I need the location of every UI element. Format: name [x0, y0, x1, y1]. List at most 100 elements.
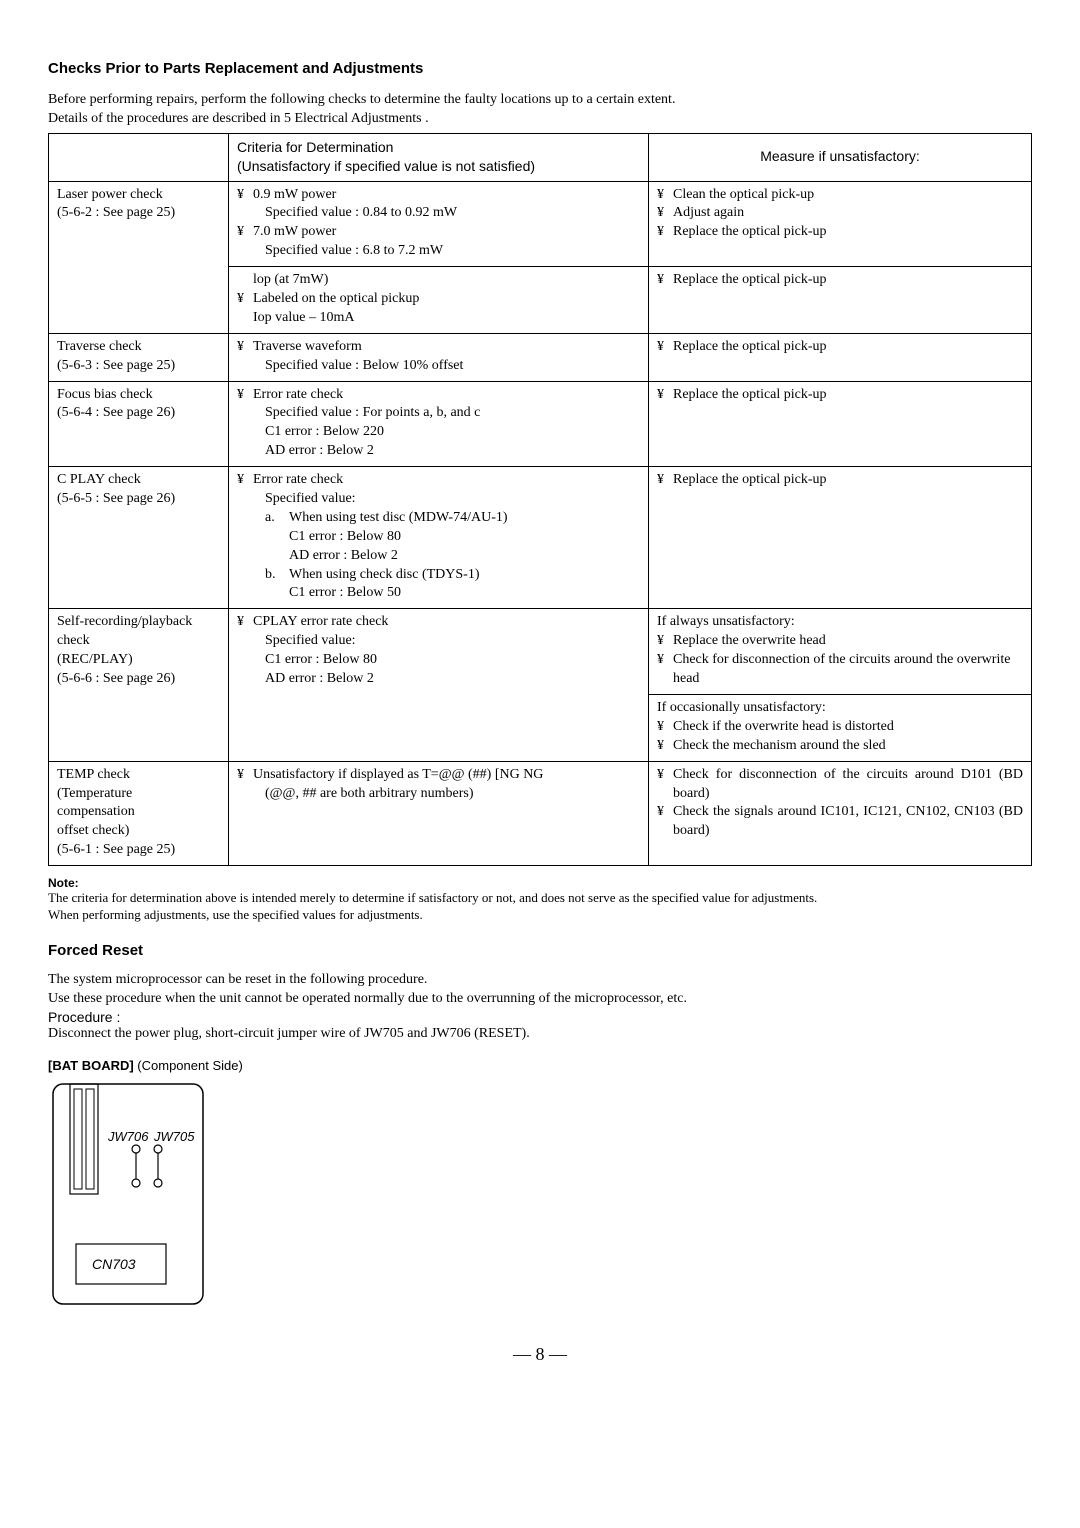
measure-focus: ¥Replace the optical pick-up [649, 381, 1032, 467]
measure-laser-a: ¥Clean the optical pick-up ¥Adjust again… [649, 181, 1032, 267]
check-name: (REC/PLAY) [57, 652, 133, 667]
header-criteria-l1: Criteria for Determination [237, 139, 393, 155]
criteria-text: When using test disc (MDW-74/AU-1) [289, 509, 640, 528]
bullet-icon: ¥ [237, 223, 253, 242]
criteria-laser-b: lop (at 7mW) ¥Labeled on the optical pic… [229, 267, 649, 334]
enum-label: b. [265, 566, 289, 585]
header-criteria-l2: (Unsatisfactory if specified value is no… [237, 158, 535, 174]
bullet-icon: ¥ [657, 271, 673, 290]
criteria-laser-a: ¥0.9 mW power Specified value : 0.84 to … [229, 181, 649, 267]
criteria-text: Specified value : 6.8 to 7.2 mW [237, 242, 640, 261]
note-body-2: When performing adjustments, use the spe… [48, 907, 1032, 924]
intro-line-2: Details of the procedures are described … [48, 110, 1032, 129]
check-ref: (5-6-1 : See page 25) [57, 842, 175, 857]
criteria-text: Iop value – 10mA [237, 309, 640, 328]
bat-board-label: [BAT BOARD] (Component Side) [48, 1058, 1032, 1073]
fr-line-2: Use these procedure when the unit cannot… [48, 990, 1032, 1009]
bat-board-diagram: JW706 JW705 CN703 [48, 1079, 1032, 1314]
measure-cplay: ¥Replace the optical pick-up [649, 467, 1032, 609]
measure-text: Check for disconnection of the circuits … [673, 766, 1023, 804]
forced-reset-title: Forced Reset [48, 942, 1032, 959]
bullet-icon: ¥ [237, 338, 253, 357]
check-ref: (5-6-5 : See page 26) [57, 491, 175, 506]
check-name-focus: Focus bias check (5-6-4 : See page 26) [49, 381, 229, 467]
bullet-icon: ¥ [237, 186, 253, 205]
criteria-text: 0.9 mW power [253, 186, 640, 205]
bullet-icon: ¥ [657, 338, 673, 357]
measure-text: Replace the overwrite head [673, 632, 1023, 651]
measure-text: Replace the optical pick-up [673, 386, 1023, 405]
intro-line-1: Before performing repairs, perform the f… [48, 91, 1032, 110]
cn703-label: CN703 [92, 1256, 136, 1272]
fr-line-1: The system microprocessor can be reset i… [48, 971, 1032, 990]
check-name-temp: TEMP check (Temperature compensation off… [49, 761, 229, 865]
check-name: Laser power check [57, 187, 163, 202]
criteria-text: (@@, ## are both arbitrary numbers) [237, 785, 640, 804]
criteria-text: 7.0 mW power [253, 223, 640, 242]
measure-traverse: ¥Replace the optical pick-up [649, 333, 1032, 381]
bullet-icon: ¥ [237, 386, 253, 405]
check-name: C PLAY check [57, 472, 141, 487]
measure-text: Replace the optical pick-up [673, 223, 1023, 242]
measure-text: Replace the optical pick-up [673, 271, 1023, 290]
check-name: offset check) [57, 823, 129, 838]
measure-text: Check the mechanism around the sled [673, 737, 1023, 756]
bullet-icon: ¥ [657, 223, 673, 242]
check-name-traverse: Traverse check (5-6-3 : See page 25) [49, 333, 229, 381]
bullet-icon: ¥ [657, 386, 673, 405]
criteria-text: Specified value : For points a, b, and c [237, 404, 640, 423]
check-ref: (5-6-2 : See page 25) [57, 205, 175, 220]
check-name: Traverse check [57, 339, 142, 354]
check-name: check [57, 633, 90, 648]
measure-text: Check if the overwrite head is distorted [673, 718, 1023, 737]
criteria-text: Error rate check [253, 471, 640, 490]
criteria-text: CPLAY error rate check [253, 613, 640, 632]
criteria-text: Labeled on the optical pickup [253, 290, 640, 309]
bullet-icon: ¥ [657, 803, 673, 841]
procedure-label: Procedure : [48, 1009, 1032, 1025]
bullet-icon: ¥ [237, 613, 253, 632]
section-title: Checks Prior to Parts Replacement and Ad… [48, 60, 1032, 77]
enum-label: a. [265, 509, 289, 528]
criteria-text: AD error : Below 2 [237, 670, 640, 689]
bullet-icon: ¥ [657, 766, 673, 804]
measure-text: Replace the optical pick-up [673, 471, 1023, 490]
check-name-laser: Laser power check (5-6-2 : See page 25) [49, 181, 229, 333]
measure-text: If occasionally unsatisfactory: [657, 699, 1023, 718]
bullet-icon: ¥ [657, 651, 673, 689]
criteria-text: AD error : Below 2 [237, 442, 640, 461]
criteria-text: C1 error : Below 50 [265, 584, 640, 603]
header-blank [49, 133, 229, 181]
measure-text: Adjust again [673, 204, 1023, 223]
bullet-icon: ¥ [657, 718, 673, 737]
bullet-icon: ¥ [657, 204, 673, 223]
measure-temp: ¥Check for disconnection of the circuits… [649, 761, 1032, 865]
measure-selfrec-a: If always unsatisfactory: ¥Replace the o… [649, 609, 1032, 695]
header-measure: Measure if unsatisfactory: [649, 133, 1032, 181]
criteria-text: Specified value : Below 10% offset [237, 357, 640, 376]
check-name: compensation [57, 804, 135, 819]
criteria-text: Unsatisfactory if displayed as T=@@ (##)… [253, 766, 640, 785]
measure-text: Check the signals around IC101, IC121, C… [673, 803, 1023, 841]
bullet-icon: ¥ [657, 186, 673, 205]
criteria-text: C1 error : Below 80 [265, 528, 640, 547]
jw706-label: JW706 [107, 1129, 149, 1144]
criteria-focus: ¥Error rate check Specified value : For … [229, 381, 649, 467]
bullet-icon: ¥ [657, 471, 673, 490]
bullet-icon: ¥ [237, 290, 253, 309]
page-number: — 8 — [48, 1344, 1032, 1365]
criteria-traverse: ¥Traverse waveform Specified value : Bel… [229, 333, 649, 381]
bullet-icon: ¥ [237, 766, 253, 785]
bat-board-bold: [BAT BOARD] [48, 1058, 134, 1073]
measure-text: Replace the optical pick-up [673, 338, 1023, 357]
note-body-1: The criteria for determination above is … [48, 890, 1032, 907]
criteria-text: Specified value: [237, 490, 640, 509]
bullet-icon: ¥ [237, 471, 253, 490]
criteria-text: C1 error : Below 80 [237, 651, 640, 670]
check-ref: (5-6-3 : See page 25) [57, 358, 175, 373]
bat-board-rest: (Component Side) [134, 1058, 243, 1073]
check-name: (Temperature [57, 786, 132, 801]
criteria-text: When using check disc (TDYS-1) [289, 566, 640, 585]
check-name: TEMP check [57, 767, 130, 782]
measure-text: If always unsatisfactory: [657, 613, 1023, 632]
